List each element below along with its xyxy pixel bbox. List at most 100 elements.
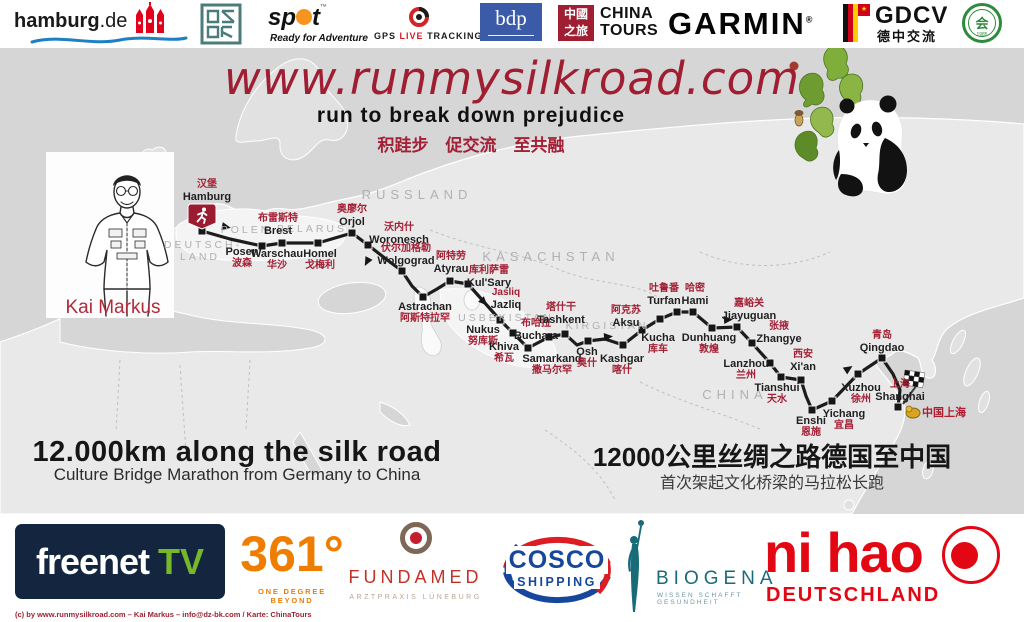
fundamed-ring-icon [399, 522, 432, 554]
map-land [0, 58, 1024, 515]
waypoint-marker [313, 238, 323, 248]
waypoint-marker [257, 241, 267, 251]
runner-icon [196, 207, 208, 224]
361-degrees-logo: 361° ONE DEGREE BEYOND [238, 525, 346, 605]
site-url: www.runmysilkroad.com [224, 52, 800, 105]
biogena-tagline: WISSEN SCHAFFT GESUNDHEIT [657, 592, 743, 606]
waypoint-marker [765, 358, 775, 368]
spot-tagline: Ready for Adventure [270, 33, 368, 44]
gps-live-tracking-text: GPS LIVE TRACKING [374, 31, 483, 41]
gps-live-tracking-logo: GPS LIVE TRACKING [374, 0, 482, 48]
dzbk-monogram-icon [200, 3, 242, 45]
finish-flag-icon [902, 369, 926, 419]
361-tagline: ONE DEGREE BEYOND [257, 587, 326, 605]
fundamed-wordmark: FUNDAMED [348, 567, 483, 587]
start-badge-runner [187, 203, 217, 230]
nihao-wordmark: ni hao [764, 521, 924, 584]
waypoint-marker [418, 292, 428, 302]
waypoint-marker [560, 329, 570, 339]
waypoint-marker [747, 338, 757, 348]
waypoint-marker [508, 328, 518, 338]
panda-icon [833, 95, 907, 197]
dzbk-logo [200, 0, 246, 48]
waypoint-marker [637, 325, 647, 335]
route-direction-arrow [364, 256, 373, 266]
nihao-country: DEUTSCHLAND [766, 584, 941, 606]
route-direction-arrow [723, 316, 733, 324]
distance-claim-subtitle: Culture Bridge Marathon from Germany to … [53, 465, 421, 484]
freenet-wordmark: freenet [35, 540, 150, 582]
waypoint-marker [397, 266, 407, 276]
distance-claim-title-cn: 12000公里丝绸之路德国至中国 [592, 442, 952, 472]
waypoint-marker [827, 396, 837, 406]
hamburg-de-logo: hamburg.de [14, 0, 194, 48]
waypoint-marker [807, 405, 817, 415]
distance-claim-subtitle-cn: 首次架起文化桥梁的马拉松长跑 [659, 475, 885, 492]
nihao-deutschland-logo: ni hao DEUTSCHLAND [760, 518, 1018, 618]
361-wordmark: 361° [240, 526, 344, 582]
spot-wordmark: sp t™ [268, 4, 328, 31]
sponsor-bar-top: hamburg.de sp t™ Ready for [0, 0, 1024, 48]
waypoint-marker [688, 307, 698, 317]
route-direction-arrow [842, 365, 853, 375]
waypoint-marker [776, 372, 786, 382]
biogena-logo: BIOGENA WISSEN SCHAFFT GESUNDHEIT [620, 518, 780, 618]
green-seal-icon: 会 1985 [962, 3, 1002, 43]
bdp-url-rule [488, 35, 534, 36]
nihao-circle-icon [942, 526, 1000, 584]
waypoint-marker [877, 353, 887, 363]
waypoint-marker [707, 323, 717, 333]
green-seal-logo: 会 1985 [962, 0, 1010, 48]
sponsor-bar-bottom: freenet TV 361° ONE DEGREE BEYOND FUNDAM… [0, 514, 1024, 622]
biogena-wordmark: BIOGENA [656, 568, 778, 589]
waypoint-marker [544, 332, 554, 342]
waypoint-marker [277, 238, 287, 248]
cosco-wordmark: COSCO SHIPPING [496, 546, 618, 591]
gdcv-china-flag-icon: ★ [858, 4, 870, 16]
waypoint-marker [463, 279, 473, 289]
route-direction-arrow [221, 222, 231, 230]
fundamed-logo: FUNDAMED ARZTPRAXIS LÜNEBURG [338, 522, 493, 601]
slogan-english: run to break down prejudice [316, 104, 626, 127]
gps-swirl-icon [409, 7, 429, 27]
hamburg-castle-icon [136, 2, 164, 33]
waypoint-marker [347, 228, 357, 238]
route-direction-arrow [478, 296, 488, 306]
athlete-sketch [46, 152, 174, 318]
hamburg-wave-icon [30, 36, 188, 44]
freenet-tv-mark: TV [158, 540, 205, 582]
bdp-badge: bdp [480, 3, 542, 41]
waypoint-marker [523, 343, 533, 353]
freenet-tv-logo: freenet TV [15, 524, 225, 599]
finish-gold-marker [905, 405, 921, 419]
waypoint-marker [672, 307, 682, 317]
garmin-logo: GARMIN® [668, 0, 833, 48]
hamburg-de-wordmark: hamburg.de [14, 10, 128, 32]
gdcv-chinese: 德中交流 [877, 29, 938, 44]
route-layer [197, 222, 903, 415]
waypoint-marker [618, 340, 628, 350]
china-tours-wordmark: CHINA TOURS [600, 5, 659, 39]
waypoint-marker [893, 402, 903, 412]
waypoint-marker [655, 314, 665, 324]
oak-leaves [789, 45, 864, 162]
fundamed-tagline: ARZTPRAXIS LÜNEBURG [349, 594, 482, 601]
distance-claim-title: 12.000km along the silk road [32, 436, 442, 468]
china-tours-logo: 中國 之旅 CHINA TOURS [558, 0, 662, 48]
slogan-chinese: 积跬步 促交流 至共融 [377, 136, 565, 155]
copyright-line: (c) by www.runmysilkroad.com – Kai Marku… [15, 610, 312, 619]
spot-logo: sp t™ Ready for Adventure [268, 0, 368, 48]
gdcv-logo: ★ GDCV 德中交流 [843, 0, 953, 48]
biogena-figure-icon [628, 520, 644, 612]
china-tours-seal-icon: 中國 之旅 [558, 5, 594, 41]
waypoint-marker [495, 315, 505, 325]
bdp-logo: bdp [480, 0, 546, 48]
waypoint-marker [583, 336, 593, 346]
gdcv-wordmark: GDCV [875, 2, 949, 29]
waypoint-marker [796, 375, 806, 385]
route-path [200, 229, 902, 412]
athlete-name: Kai Markus [65, 297, 161, 318]
gdcv-flag-icon [843, 4, 858, 42]
